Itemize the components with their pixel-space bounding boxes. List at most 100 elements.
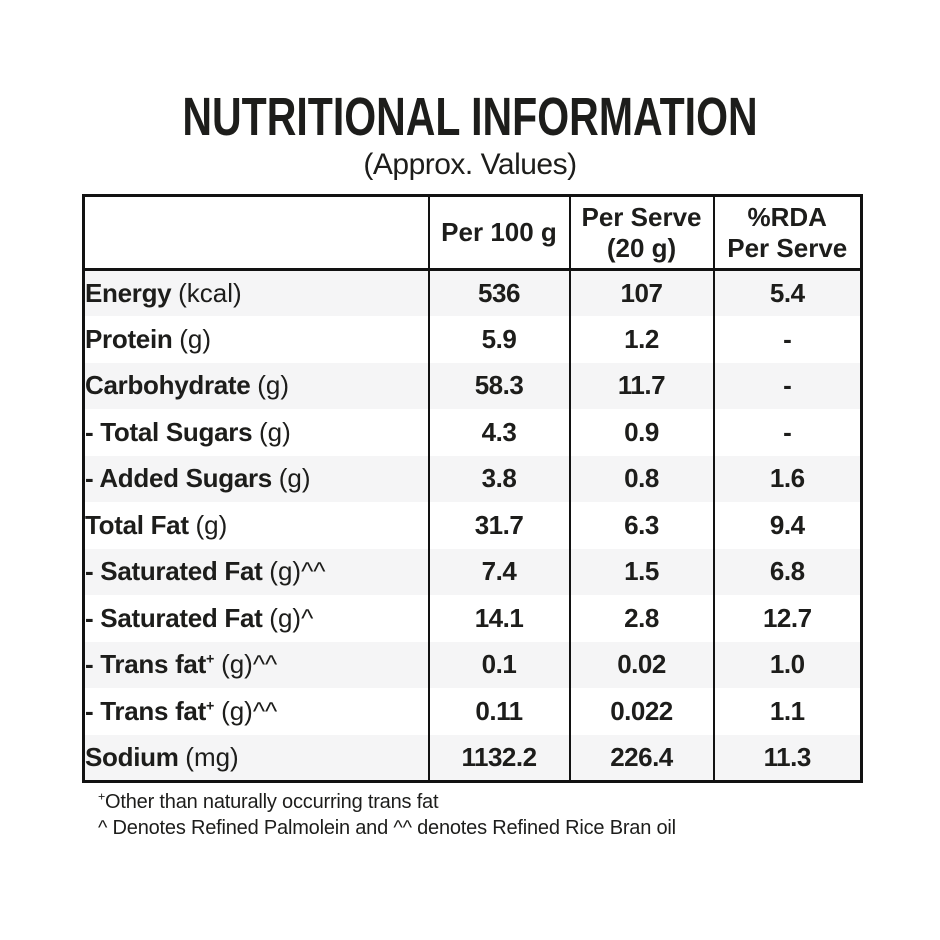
value-per-serve: 107 bbox=[568, 269, 715, 316]
table-row-total-sugars: - Total Sugars (g) 4.3 0.9 - bbox=[82, 409, 863, 456]
footnotes: +Other than naturally occurring trans fa… bbox=[98, 789, 676, 841]
nutrient-name: - Saturated Fat bbox=[85, 602, 263, 633]
value-per-100g: 0.11 bbox=[427, 688, 571, 735]
nutrient-unit: (g) bbox=[221, 695, 253, 726]
nutrient-superscript: + bbox=[205, 651, 215, 668]
value-rda: 1.0 bbox=[712, 641, 863, 688]
nutrient-superscript: + bbox=[205, 698, 215, 715]
nutrient-label: Protein (g) bbox=[82, 316, 430, 363]
value-per-100g: 3.8 bbox=[427, 455, 571, 502]
nutrition-table: Per 100 g Per Serve (20 g) %RDA Per Serv… bbox=[82, 194, 863, 783]
title-block: NUTRITIONAL INFORMATION (Approx. Values) bbox=[0, 88, 940, 184]
nutrient-unit: (mg) bbox=[185, 741, 239, 772]
nutrient-label: - Trans fat+ (g)^^ bbox=[82, 688, 430, 735]
nutrient-label: Total Fat (g) bbox=[82, 502, 430, 549]
value-rda: 9.4 bbox=[712, 502, 863, 549]
value-rda: - bbox=[712, 409, 863, 456]
nutrient-name: - Added Sugars bbox=[85, 463, 272, 494]
footnote-trans-fat-text: Other than naturally occurring trans fat bbox=[105, 791, 439, 813]
nutrient-unit: (g) bbox=[179, 323, 211, 354]
nutrient-name: Energy bbox=[85, 278, 172, 308]
value-per-serve: 1.5 bbox=[568, 548, 715, 595]
value-rda: 5.4 bbox=[712, 269, 863, 316]
value-rda: 1.6 bbox=[712, 455, 863, 502]
nutrient-unit: (g) bbox=[258, 416, 291, 447]
footnote-trans-fat: +Other than naturally occurring trans fa… bbox=[98, 789, 676, 815]
nutrient-name: - Total Sugars bbox=[85, 416, 253, 447]
table-header-row: Per 100 g Per Serve (20 g) %RDA Per Serv… bbox=[82, 195, 863, 271]
value-rda: 11.3 bbox=[712, 734, 863, 781]
value-per-100g: 14.1 bbox=[427, 595, 571, 642]
value-per-100g: 7.4 bbox=[427, 548, 571, 595]
nutrient-unit: (kcal) bbox=[178, 278, 242, 308]
nutrient-unit: (g) bbox=[257, 370, 289, 401]
page-subtitle: (Approx. Values) bbox=[363, 148, 577, 181]
value-per-100g: 4.3 bbox=[427, 409, 571, 456]
page-title: NUTRITIONAL INFORMATION bbox=[182, 87, 758, 147]
value-per-100g: 536 bbox=[427, 269, 571, 316]
nutrient-label: Sodium (mg) bbox=[82, 734, 430, 781]
nutrient-name: - Trans fat bbox=[85, 695, 206, 726]
value-per-serve: 2.8 bbox=[568, 595, 715, 642]
nutrient-name: Protein bbox=[85, 323, 173, 354]
table-row-energy: Energy (kcal) 536 107 5.4 bbox=[82, 269, 863, 316]
value-per-100g: 31.7 bbox=[427, 502, 571, 549]
value-per-serve: 0.8 bbox=[568, 455, 715, 502]
nutrient-name: - Saturated Fat bbox=[85, 556, 263, 587]
nutrient-name: Total Fat bbox=[85, 509, 189, 540]
table-row-trans-fat-1: - Trans fat+ (g)^^ 0.1 0.02 1.0 bbox=[82, 641, 863, 688]
value-per-serve: 0.9 bbox=[568, 409, 715, 456]
header-rda-line1: %RDA bbox=[747, 201, 827, 232]
oil-marker: ^^ bbox=[301, 556, 326, 587]
nutrient-label: - Saturated Fat (g)^ bbox=[82, 595, 430, 642]
value-per-100g: 0.1 bbox=[427, 641, 571, 688]
nutrient-name: Carbohydrate bbox=[85, 370, 251, 401]
header-per-100g: Per 100 g bbox=[427, 195, 571, 271]
nutrient-label: - Trans fat+ (g)^^ bbox=[82, 641, 430, 688]
value-per-serve: 6.3 bbox=[568, 502, 715, 549]
table-row-saturated-fat-ricebran: - Saturated Fat (g)^^ 7.4 1.5 6.8 bbox=[82, 548, 863, 595]
nutrient-name: Sodium bbox=[85, 741, 179, 772]
value-rda: 6.8 bbox=[712, 548, 863, 595]
nutrient-label: Energy (kcal) bbox=[82, 269, 430, 316]
value-rda: 1.1 bbox=[712, 688, 863, 735]
header-blank-cell bbox=[82, 195, 430, 271]
table-row-saturated-fat-palmolein: - Saturated Fat (g)^ 14.1 2.8 12.7 bbox=[82, 595, 863, 642]
nutrient-label: - Total Sugars (g) bbox=[82, 409, 430, 456]
value-per-100g: 1132.2 bbox=[427, 734, 571, 781]
header-rda-per-serve: %RDA Per Serve bbox=[712, 195, 863, 271]
oil-marker: ^ bbox=[301, 602, 314, 633]
table-row-carbohydrate: Carbohydrate (g) 58.3 11.7 - bbox=[82, 362, 863, 409]
header-per-serve-line2: (20 g) bbox=[606, 232, 677, 263]
table-row-sodium: Sodium (mg) 1132.2 226.4 11.3 bbox=[82, 734, 863, 781]
value-per-serve: 1.2 bbox=[568, 316, 715, 363]
value-per-serve: 11.7 bbox=[568, 362, 715, 409]
oil-marker: ^^ bbox=[252, 695, 278, 726]
table-row-added-sugars: - Added Sugars (g) 3.8 0.8 1.6 bbox=[82, 455, 863, 502]
header-rda-line2: Per Serve bbox=[727, 232, 848, 263]
nutrient-unit: (g) bbox=[269, 556, 302, 587]
nutrient-unit: (g) bbox=[278, 463, 311, 494]
oil-marker: ^^ bbox=[252, 649, 278, 680]
nutrient-unit: (g) bbox=[221, 649, 253, 680]
header-per-serve-line1: Per Serve bbox=[581, 201, 702, 232]
value-per-serve: 0.022 bbox=[568, 688, 715, 735]
header-per-serve: Per Serve (20 g) bbox=[568, 195, 715, 271]
table-row-protein: Protein (g) 5.9 1.2 - bbox=[82, 316, 863, 363]
footnote-oil-definitions: ^ Denotes Refined Palmolein and ^^ denot… bbox=[98, 817, 676, 839]
value-rda: - bbox=[712, 316, 863, 363]
nutrient-name: - Trans fat bbox=[85, 649, 206, 680]
value-per-serve: 0.02 bbox=[568, 641, 715, 688]
value-per-serve: 226.4 bbox=[568, 734, 715, 781]
nutrient-label: - Saturated Fat (g)^^ bbox=[82, 548, 430, 595]
nutrient-label: Carbohydrate (g) bbox=[82, 362, 430, 409]
value-per-100g: 5.9 bbox=[427, 316, 571, 363]
nutrient-unit: (g) bbox=[269, 602, 302, 633]
nutrient-label: - Added Sugars (g) bbox=[82, 455, 430, 502]
value-per-100g: 58.3 bbox=[427, 362, 571, 409]
table-row-trans-fat-2: - Trans fat+ (g)^^ 0.11 0.022 1.1 bbox=[82, 688, 863, 735]
footnote-plus-marker: + bbox=[98, 789, 106, 804]
value-rda: 12.7 bbox=[712, 595, 863, 642]
nutrient-unit: (g) bbox=[195, 509, 228, 540]
